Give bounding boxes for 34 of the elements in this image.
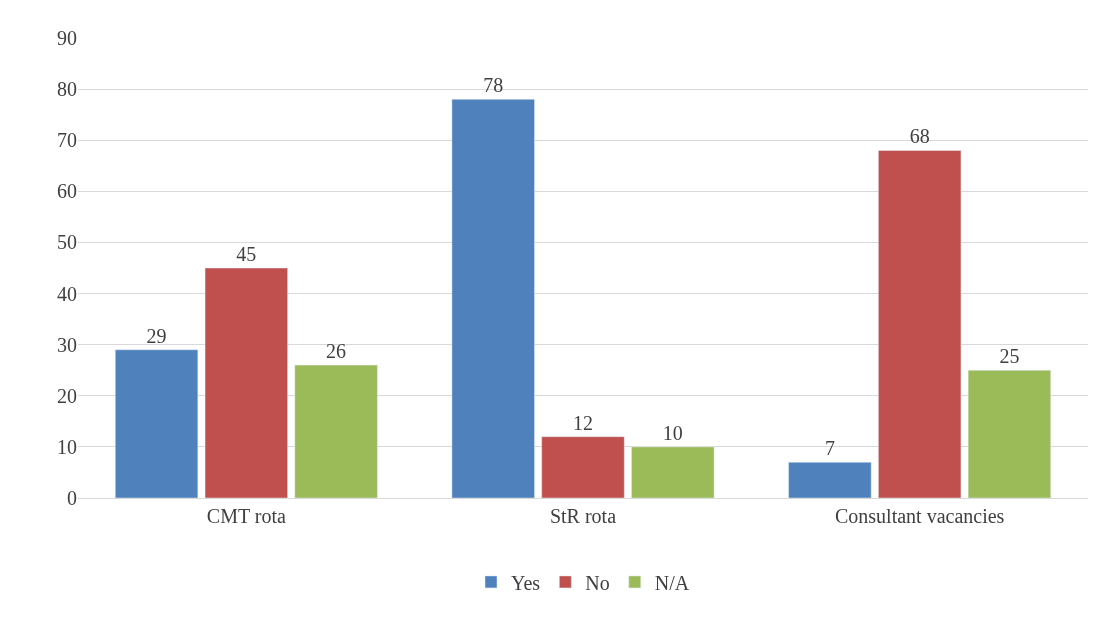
data-label: 26 xyxy=(326,340,347,363)
data-label: 29 xyxy=(146,324,167,347)
y-tick-label: 50 xyxy=(57,231,77,254)
bar xyxy=(115,349,199,498)
bar xyxy=(204,267,288,498)
y-tick-label: 80 xyxy=(57,78,77,101)
data-label: 78 xyxy=(483,74,504,97)
bar xyxy=(294,364,378,498)
data-label: 12 xyxy=(573,411,593,434)
y-tick-label: 30 xyxy=(57,333,77,356)
data-label: 10 xyxy=(662,421,683,444)
y-tick-label: 40 xyxy=(57,282,77,305)
data-label: 45 xyxy=(236,243,257,265)
y-tick-label: 0 xyxy=(67,487,77,509)
y-tick-label: 20 xyxy=(57,384,77,407)
y-tick-label: 10 xyxy=(57,435,77,458)
y-tick-label: 90 xyxy=(57,27,77,49)
legend-label: N/A xyxy=(654,571,690,594)
data-label: 25 xyxy=(999,345,1020,368)
bar xyxy=(541,436,625,498)
legend-label: Yes xyxy=(511,571,541,594)
bar xyxy=(631,446,715,498)
bar xyxy=(451,99,535,498)
y-tick-label: 60 xyxy=(57,180,77,203)
x-tick-label: CMT rota xyxy=(206,505,286,527)
bar xyxy=(788,461,872,498)
bar xyxy=(967,369,1051,498)
y-tick-label: 70 xyxy=(57,129,77,152)
legend-label: No xyxy=(585,571,610,594)
data-label: 68 xyxy=(909,125,930,148)
bar xyxy=(878,150,962,498)
x-tick-label: StR rota xyxy=(549,505,617,527)
x-tick-label: Consultant vacancies xyxy=(834,505,1005,527)
data-label: 7 xyxy=(824,437,835,460)
